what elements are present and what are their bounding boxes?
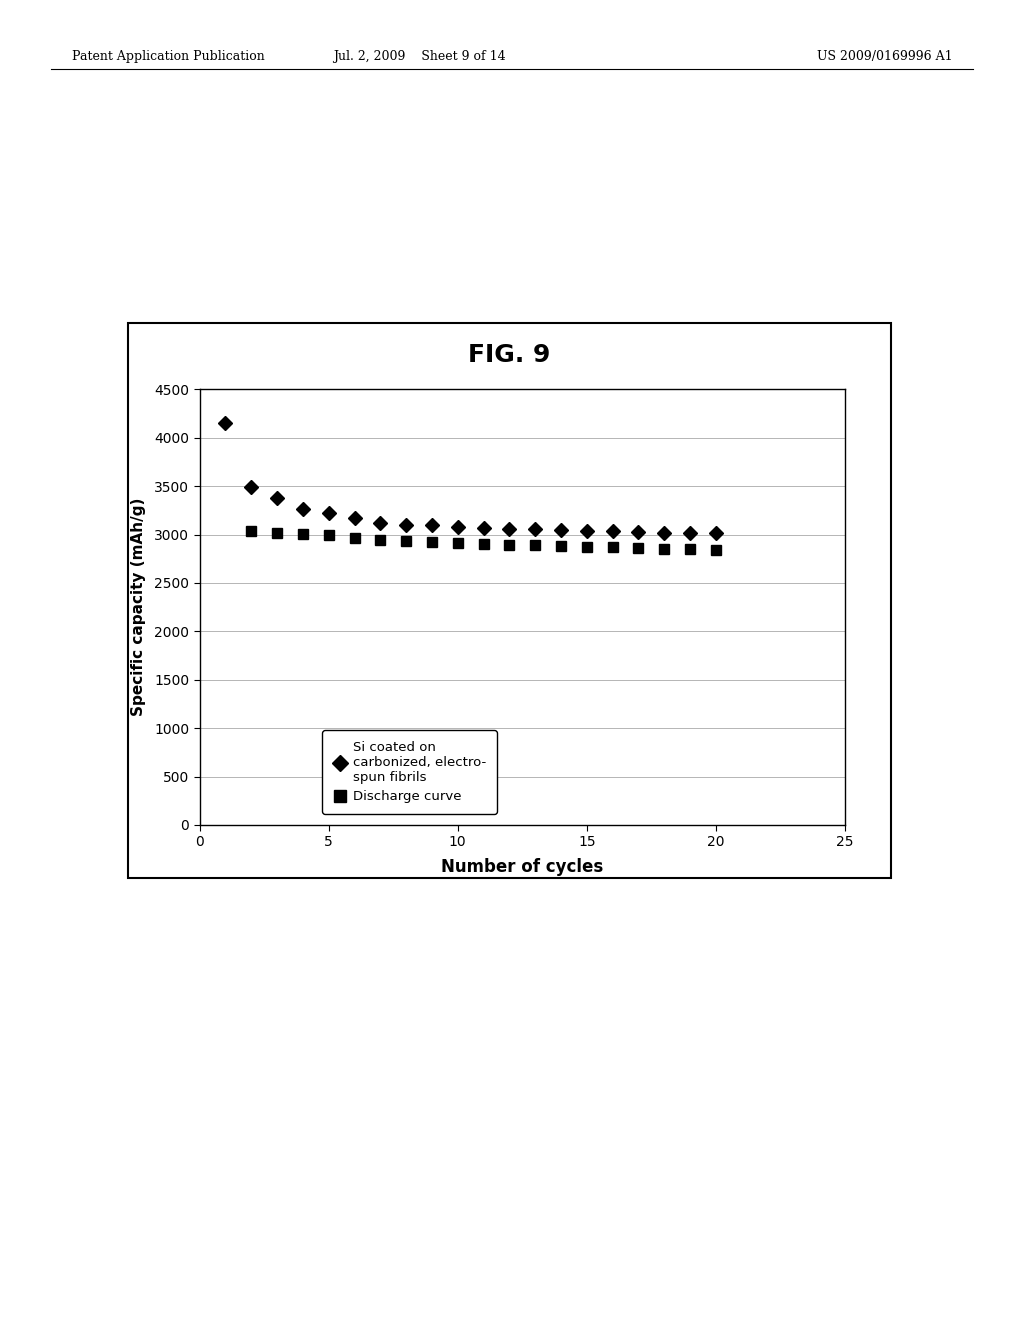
Legend: Si coated on
carbonized, electro-
spun fibrils, Discharge curve: Si coated on carbonized, electro- spun f…: [323, 730, 497, 814]
X-axis label: Number of cycles: Number of cycles: [441, 858, 603, 875]
Text: US 2009/0169996 A1: US 2009/0169996 A1: [817, 50, 952, 63]
Y-axis label: Specific capacity (mAh/g): Specific capacity (mAh/g): [131, 498, 145, 717]
Text: Jul. 2, 2009    Sheet 9 of 14: Jul. 2, 2009 Sheet 9 of 14: [334, 50, 506, 63]
Text: Patent Application Publication: Patent Application Publication: [72, 50, 264, 63]
Text: FIG. 9: FIG. 9: [468, 343, 551, 367]
